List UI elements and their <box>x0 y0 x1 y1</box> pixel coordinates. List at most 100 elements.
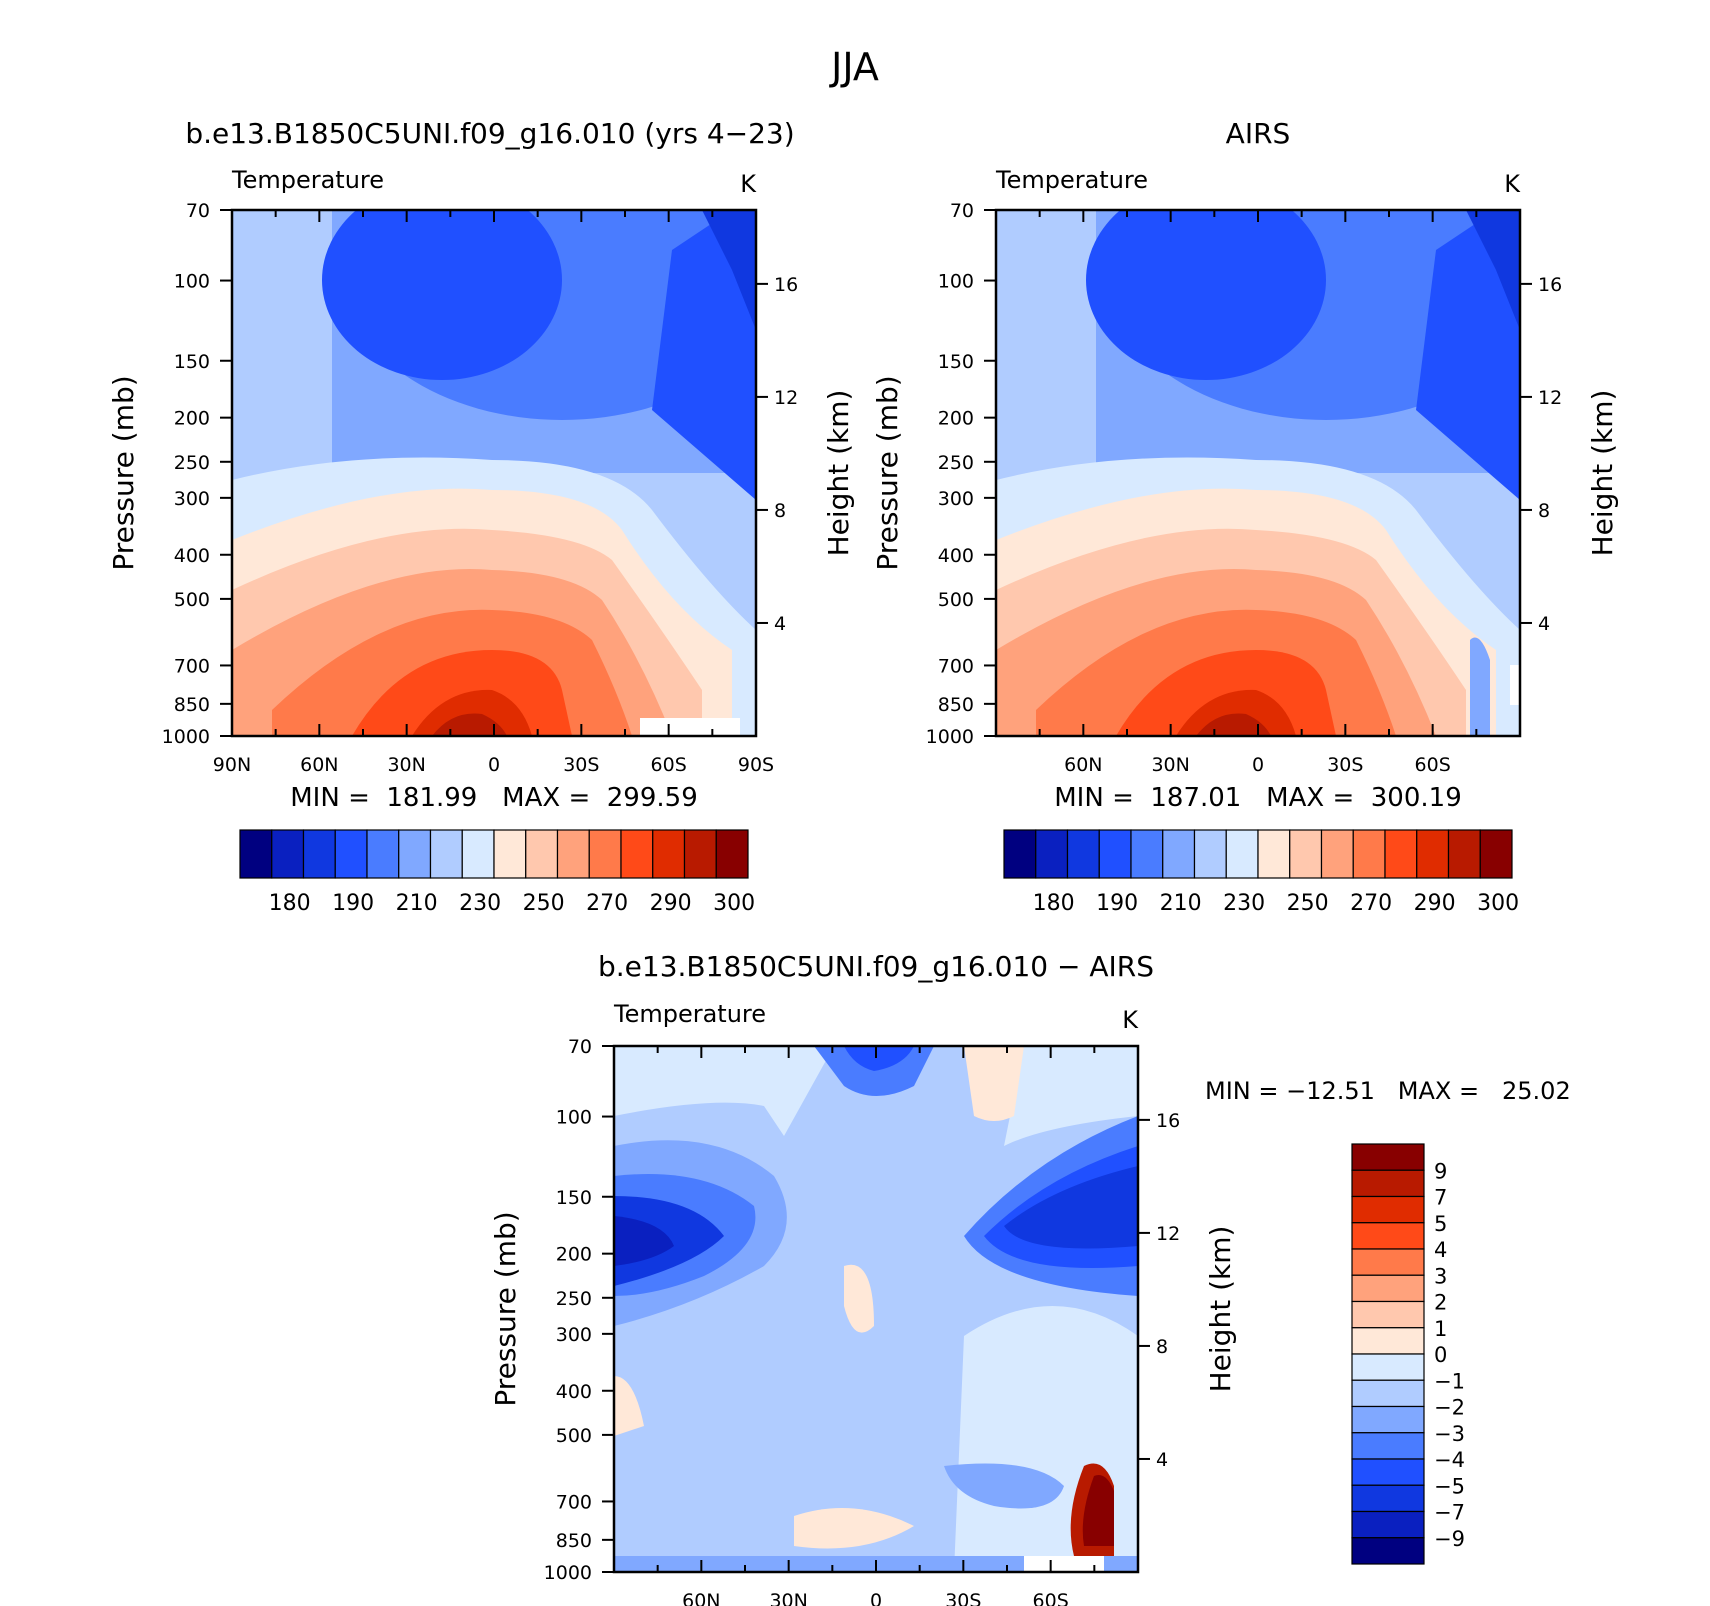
colorbar-label: 290 <box>650 891 692 916</box>
colorbar-swatch <box>1351 1405 1425 1434</box>
colorbar-label: −4 <box>1434 1448 1465 1472</box>
y-tick-label: 1000 <box>544 1562 592 1584</box>
stats-text: MIN = −12.51 MAX = 25.02 <box>1205 1077 1571 1105</box>
plot-area <box>996 210 1520 736</box>
y-tick-label: 500 <box>938 589 974 611</box>
colorbar-swatch <box>1003 829 1037 879</box>
height-ticks: 16 12 8 4 <box>1520 274 1562 635</box>
colorbar-swatch <box>1066 829 1100 879</box>
colorbar-swatch <box>1447 829 1481 879</box>
y-axis-label-right: Height (km) <box>822 390 855 557</box>
colorbar-swatch <box>1351 1274 1425 1303</box>
height-tick-label: 8 <box>774 500 786 522</box>
y-tick-label: 200 <box>556 1244 592 1266</box>
colorbar-label: 250 <box>1287 891 1329 916</box>
y-axis-label: Pressure (mb) <box>871 375 904 570</box>
colorbar-swatch <box>271 829 305 879</box>
colorbar-label: 1 <box>1434 1317 1447 1341</box>
height-ticks: 16 12 8 4 <box>1138 1110 1180 1471</box>
colorbar-label: −5 <box>1434 1474 1465 1498</box>
x-tick-label: 60S <box>651 754 687 776</box>
x-tick-label: 0 <box>1252 754 1264 776</box>
plot-area <box>614 1046 1138 1572</box>
plot-area <box>232 210 756 736</box>
height-ticks: 16 12 8 4 <box>756 274 798 635</box>
colorbar: 180 190 210 230 250 270 290 300 <box>1003 829 1519 916</box>
x-tick-label: 30S <box>563 754 599 776</box>
colorbar-swatch <box>1225 829 1259 879</box>
colorbar-label: 290 <box>1414 891 1456 916</box>
y-ticks: 70 100 150 200 250 300 400 500 700 850 1000 <box>926 200 996 748</box>
colorbar: 180 190 210 230 250 270 290 300 <box>239 829 755 916</box>
colorbar-label: 210 <box>396 891 438 916</box>
figure-title: JJA <box>829 45 879 89</box>
y-tick-label: 150 <box>938 351 974 373</box>
colorbar-swatch <box>1351 1537 1425 1565</box>
colorbar-label: 300 <box>1477 891 1519 916</box>
y-tick-label: 700 <box>938 655 974 677</box>
colorbar-swatch <box>1351 1169 1425 1198</box>
colorbar-swatch <box>1351 1458 1425 1486</box>
y-tick-label: 1000 <box>162 726 210 748</box>
colorbar-label: 190 <box>332 891 374 916</box>
colorbar-swatch <box>1351 1510 1425 1539</box>
x-tick-label: 60S <box>1415 754 1451 776</box>
panel-diff: b.e13.B1850C5UNI.f09_g16.010 − AIRS Temp… <box>489 950 1571 1606</box>
y-tick-label: 150 <box>174 351 210 373</box>
colorbar-label: −9 <box>1434 1527 1465 1551</box>
colorbar-swatch <box>1351 1143 1425 1171</box>
x-tick-label: 0 <box>488 754 500 776</box>
variable-label: Temperature <box>231 166 384 194</box>
colorbar-label: −7 <box>1434 1501 1465 1525</box>
colorbar-swatch <box>493 829 527 879</box>
colorbar-swatch <box>588 829 622 879</box>
colorbar-swatch <box>302 829 336 879</box>
colorbar-swatch <box>715 829 749 879</box>
height-tick-label: 4 <box>1538 613 1550 635</box>
height-tick-label: 12 <box>1156 1223 1180 1245</box>
y-tick-label: 70 <box>186 200 210 222</box>
panel-title: b.e13.B1850C5UNI.f09_g16.010 − AIRS <box>598 950 1154 983</box>
panel-title: b.e13.B1850C5UNI.f09_g16.010 (yrs 4−23) <box>185 117 794 150</box>
colorbar-label: 180 <box>1033 891 1075 916</box>
colorbar-swatch <box>1351 1353 1425 1381</box>
height-tick-label: 12 <box>774 387 798 409</box>
y-axis-label-right: Height (km) <box>1204 1226 1237 1393</box>
y-axis-label: Pressure (mb) <box>489 1211 522 1406</box>
stats-text: MIN = 187.01 MAX = 300.19 <box>1054 783 1461 813</box>
colorbar-label: 210 <box>1160 891 1202 916</box>
y-ticks: 70 100 150 200 250 300 400 500 700 850 1000 <box>162 200 232 748</box>
y-tick-label: 250 <box>556 1288 592 1310</box>
y-tick-label: 70 <box>950 200 974 222</box>
colorbar-label: 190 <box>1096 891 1138 916</box>
height-tick-label: 16 <box>1538 274 1562 296</box>
x-ticks: 60N 30N 0 30S 60S <box>613 1046 1139 1606</box>
colorbar-label: 230 <box>1223 891 1265 916</box>
colorbar-swatch <box>1351 1379 1425 1408</box>
colorbar-swatch <box>1479 829 1513 879</box>
y-tick-label: 400 <box>556 1381 592 1403</box>
units-label: K <box>1122 1006 1139 1034</box>
colorbar-swatch <box>1320 829 1354 879</box>
y-tick-label: 1000 <box>926 726 974 748</box>
colorbar-swatch <box>1098 829 1132 879</box>
height-tick-label: 8 <box>1538 500 1550 522</box>
x-tick-label: 30S <box>945 1590 981 1606</box>
colorbar-swatch <box>1257 829 1291 879</box>
y-tick-label: 300 <box>174 488 210 510</box>
units-label: K <box>740 170 757 198</box>
y-tick-label: 500 <box>556 1425 592 1447</box>
y-tick-label: 70 <box>568 1036 592 1058</box>
panel-obs: AIRS Temperature K Pressure (mb) Height … <box>871 117 1619 916</box>
colorbar-label: 250 <box>523 891 565 916</box>
x-tick-label: 90N <box>213 754 251 776</box>
y-tick-label: 850 <box>938 694 974 716</box>
colorbar-label: 270 <box>1350 891 1392 916</box>
y-tick-label: 300 <box>556 1324 592 1346</box>
y-tick-label: 200 <box>174 408 210 430</box>
colorbar-swatch <box>525 829 559 879</box>
y-axis-label: Pressure (mb) <box>107 375 140 570</box>
x-tick-label: 60N <box>1064 754 1102 776</box>
colorbar-label: −3 <box>1434 1422 1465 1446</box>
variable-label: Temperature <box>613 1000 766 1028</box>
